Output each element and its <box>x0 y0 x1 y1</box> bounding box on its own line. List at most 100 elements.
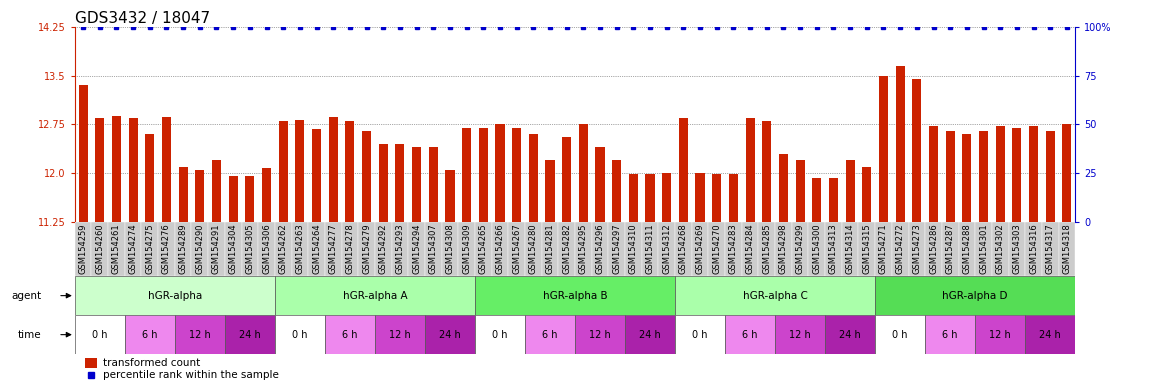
Text: GSM154285: GSM154285 <box>762 224 772 274</box>
Text: 6 h: 6 h <box>743 329 758 339</box>
Bar <box>329 117 338 222</box>
Text: GSM154281: GSM154281 <box>545 224 554 274</box>
Bar <box>258 222 275 276</box>
Bar <box>212 160 221 222</box>
Bar <box>945 131 954 222</box>
Bar <box>991 222 1009 276</box>
Bar <box>926 222 942 276</box>
Bar <box>492 222 508 276</box>
Bar <box>95 118 105 222</box>
Text: hGR-alpha D: hGR-alpha D <box>943 291 1007 301</box>
Bar <box>675 222 691 276</box>
Bar <box>745 118 754 222</box>
Bar <box>159 222 175 276</box>
Bar <box>524 315 575 354</box>
Bar <box>145 134 154 222</box>
Bar <box>85 358 97 369</box>
Bar <box>912 79 921 222</box>
Text: GSM154287: GSM154287 <box>945 223 954 275</box>
Text: GSM154266: GSM154266 <box>496 223 505 275</box>
Bar <box>475 222 492 276</box>
Bar <box>375 222 391 276</box>
Bar <box>562 137 572 222</box>
Bar <box>929 126 938 222</box>
Text: 24 h: 24 h <box>1040 329 1061 339</box>
Bar <box>242 222 258 276</box>
Bar <box>542 222 558 276</box>
Text: GSM154311: GSM154311 <box>645 224 654 274</box>
Text: GSM154302: GSM154302 <box>996 224 1005 274</box>
Bar <box>979 131 988 222</box>
Bar <box>759 222 775 276</box>
Bar <box>458 222 475 276</box>
Bar <box>1042 222 1059 276</box>
Bar <box>796 160 805 222</box>
Text: GSM154268: GSM154268 <box>678 223 688 275</box>
Bar <box>742 222 759 276</box>
Bar <box>296 120 305 222</box>
Text: GSM154305: GSM154305 <box>245 224 254 274</box>
Text: GSM154271: GSM154271 <box>879 224 888 274</box>
Text: GSM154283: GSM154283 <box>729 223 738 275</box>
Bar <box>278 121 288 222</box>
Bar <box>791 222 808 276</box>
Bar <box>362 131 371 222</box>
Bar <box>942 222 959 276</box>
Bar <box>1026 315 1075 354</box>
Text: GSM154264: GSM154264 <box>312 224 321 274</box>
Text: GSM154290: GSM154290 <box>196 224 205 274</box>
Text: GSM154316: GSM154316 <box>1029 223 1038 275</box>
Text: 24 h: 24 h <box>840 329 861 339</box>
Text: GSM154279: GSM154279 <box>362 224 371 274</box>
Text: 6 h: 6 h <box>543 329 558 339</box>
Bar <box>325 222 342 276</box>
Text: GSM154309: GSM154309 <box>462 224 471 274</box>
Text: 12 h: 12 h <box>589 329 611 339</box>
Text: 0 h: 0 h <box>292 329 307 339</box>
Bar <box>141 222 159 276</box>
Text: GSM154276: GSM154276 <box>162 223 171 275</box>
Bar <box>1045 131 1055 222</box>
Text: GSM154288: GSM154288 <box>963 223 972 275</box>
Bar <box>408 222 426 276</box>
Text: GSM154303: GSM154303 <box>1012 223 1021 275</box>
Bar <box>75 315 125 354</box>
Bar <box>508 222 524 276</box>
Bar <box>578 124 588 222</box>
Text: GSM154295: GSM154295 <box>578 224 588 274</box>
Text: percentile rank within the sample: percentile rank within the sample <box>102 370 278 380</box>
Bar <box>1026 222 1042 276</box>
Text: GSM154274: GSM154274 <box>129 224 138 274</box>
Text: GSM154270: GSM154270 <box>712 224 721 274</box>
Bar <box>442 222 458 276</box>
Bar <box>612 160 621 222</box>
Bar <box>75 222 92 276</box>
Bar <box>378 144 388 222</box>
Bar <box>879 76 888 222</box>
Bar <box>162 117 171 222</box>
Text: GSM154292: GSM154292 <box>378 224 388 274</box>
Bar <box>275 315 325 354</box>
Text: GSM154317: GSM154317 <box>1045 223 1055 275</box>
Text: hGR-alpha B: hGR-alpha B <box>543 291 607 301</box>
Bar <box>229 176 238 222</box>
Bar <box>325 315 375 354</box>
Bar <box>662 173 672 222</box>
Bar <box>845 160 854 222</box>
Bar <box>829 179 838 222</box>
Bar <box>396 144 405 222</box>
Bar <box>275 276 475 315</box>
Bar <box>908 222 925 276</box>
Bar <box>808 222 826 276</box>
Bar <box>858 222 875 276</box>
Text: hGR-alpha: hGR-alpha <box>147 291 202 301</box>
Text: hGR-alpha C: hGR-alpha C <box>743 291 807 301</box>
Text: GSM154267: GSM154267 <box>512 223 521 275</box>
Bar <box>208 222 225 276</box>
Text: hGR-alpha A: hGR-alpha A <box>343 291 407 301</box>
Bar <box>108 222 125 276</box>
Bar <box>626 315 675 354</box>
Text: GSM154284: GSM154284 <box>745 224 754 274</box>
Text: GSM154308: GSM154308 <box>445 223 454 275</box>
Bar <box>642 222 658 276</box>
